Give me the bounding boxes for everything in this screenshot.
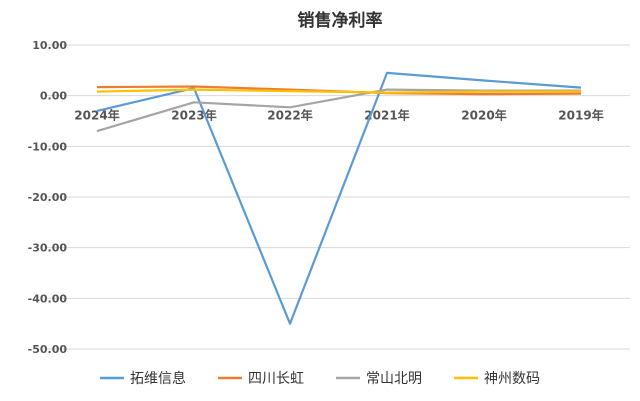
x-tick-label: 2024年	[74, 108, 119, 123]
legend-label: 常山北明	[366, 371, 422, 387]
y-tick-label: -30.00	[28, 242, 68, 255]
y-tick-label: -40.00	[28, 292, 68, 305]
y-tick-label: -20.00	[28, 191, 68, 204]
y-tick-label: 0.00	[40, 90, 67, 103]
x-axis: 2024年 2023年 2022年 2021年 2020年 2019年	[74, 108, 603, 123]
legend-label: 四川长虹	[248, 371, 304, 387]
series-lines	[96, 71, 582, 325]
legend-label: 拓维信息	[130, 370, 186, 387]
grid	[47, 44, 630, 350]
legend-label: 神州数码	[484, 371, 540, 387]
x-tick-label: 2022年	[267, 108, 312, 123]
x-tick-label: 2019年	[558, 108, 603, 123]
legend: 拓维信息 四川长虹 常山北明 神州数码	[100, 370, 540, 387]
x-tick-label: 2020年	[461, 108, 506, 123]
y-tick-label: -50.00	[28, 343, 68, 356]
y-tick-label: -10.00	[28, 140, 68, 153]
x-tick-label: 2021年	[364, 108, 409, 123]
series-line	[96, 88, 581, 94]
x-tick-label: 2023年	[171, 108, 216, 123]
series-line	[96, 71, 582, 325]
y-tick-label: 10.00	[32, 39, 67, 52]
chart-title: 销售净利率	[298, 10, 383, 31]
y-axis: 10.00 0.00 -10.00 -20.00 -30.00 -40.00 -50.00	[28, 39, 68, 356]
